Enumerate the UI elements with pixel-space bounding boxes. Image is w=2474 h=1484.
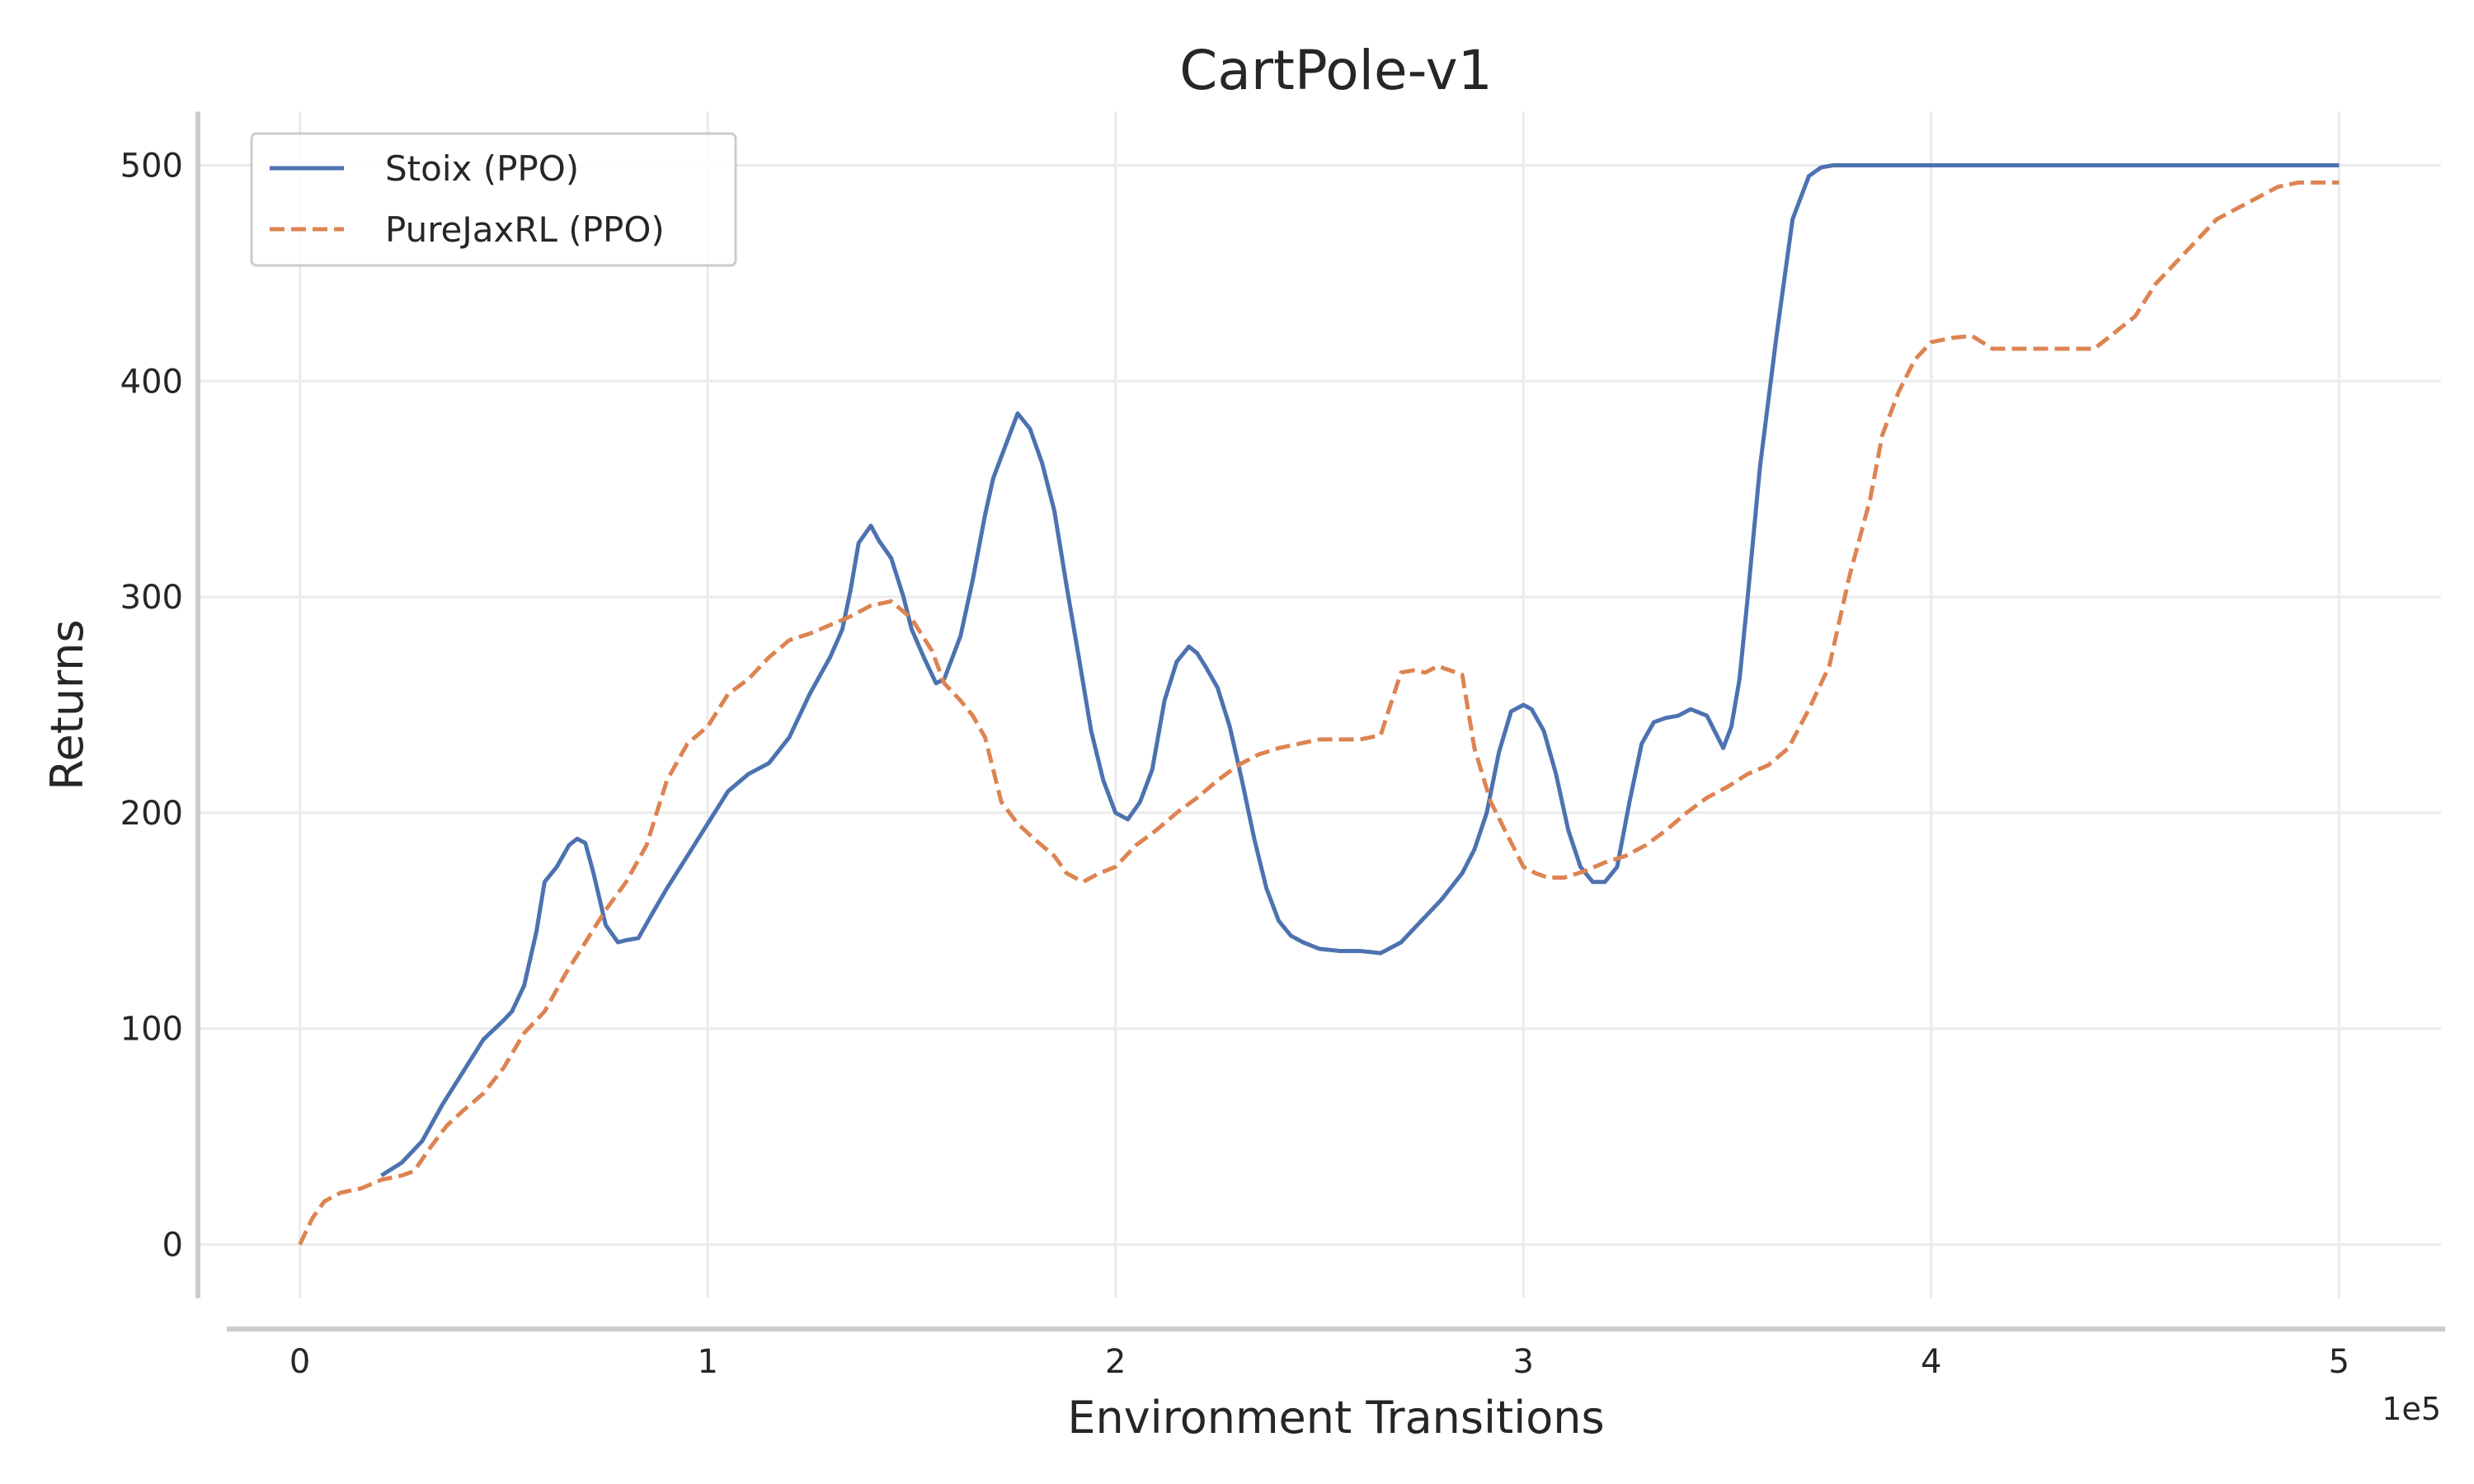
y-tick-label: 100 [120,1011,183,1049]
x-axis-title: Environment Transitions [1067,1392,1604,1444]
y-tick-label: 200 [120,795,183,833]
x-tick-label: 3 [1513,1343,1534,1381]
tick-labels: 0 100 200 300 400 500 0 1 2 3 4 5 [120,147,2349,1381]
x-tick-label: 5 [2329,1343,2349,1381]
y-tick-label: 0 [162,1227,183,1265]
series-line-purejaxrl [298,180,2340,1246]
y-axis-title: Returns [41,619,93,790]
legend: Stoix (PPO) PureJaxRL (PPO) [250,132,737,267]
x-axis-offset-label: 1e5 [2382,1391,2441,1427]
x-tick-label: 1 [697,1343,717,1381]
x-tick-label: 2 [1105,1343,1126,1381]
legend-box [250,132,737,267]
axes [195,111,2445,1331]
chart-title: CartPole-v1 [1179,39,1492,102]
series-layer [298,163,2340,1246]
x-tick-label: 0 [289,1343,310,1381]
y-tick-label: 400 [120,363,183,401]
legend-label-purejaxrl: PureJaxRL (PPO) [385,209,665,250]
y-tick-label: 300 [120,579,183,617]
grid-lines [198,111,2441,1298]
x-tick-label: 4 [1921,1343,1941,1381]
legend-label-stoix: Stoix (PPO) [385,148,579,189]
y-tick-label: 500 [120,147,183,185]
series-line-stoix [380,163,2340,1177]
